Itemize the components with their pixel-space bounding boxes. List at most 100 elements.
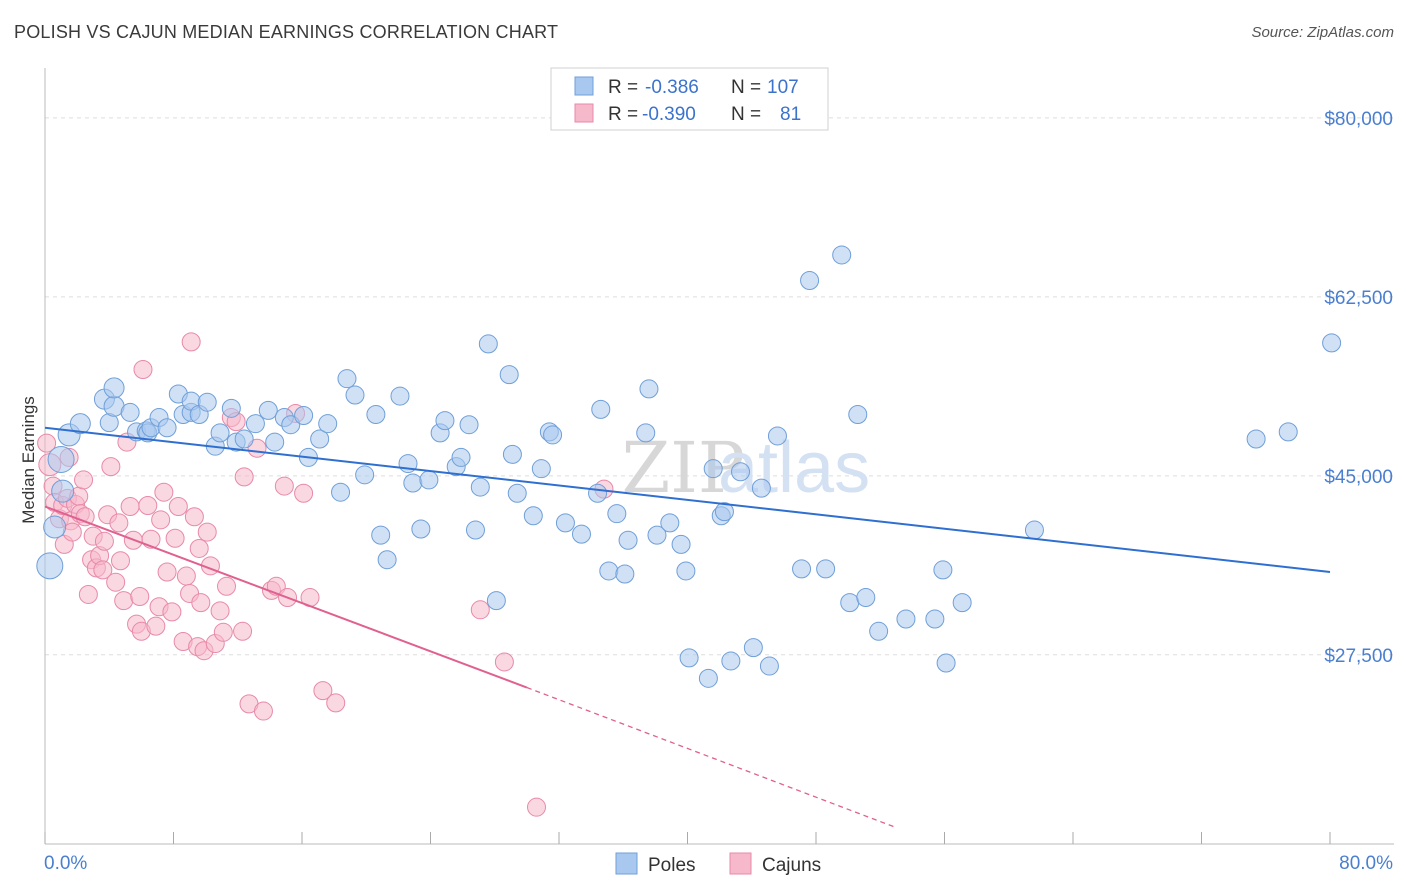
poles-point	[591, 399, 611, 419]
cajuns-point	[197, 522, 217, 542]
cajuns-point	[106, 572, 126, 592]
cajuns-point	[110, 551, 130, 571]
poles-point	[832, 245, 852, 265]
poles-point	[848, 404, 868, 424]
poles-point	[599, 561, 619, 581]
poles-point	[698, 668, 718, 688]
cajuns-point	[94, 531, 114, 551]
poles-point	[869, 621, 889, 641]
poles-point	[366, 404, 386, 424]
cajuns-point	[294, 483, 314, 503]
poles-point	[636, 423, 656, 443]
y-tick-label: $45,000	[1324, 467, 1393, 488]
cajuns-trend-extension	[526, 686, 897, 829]
cajuns-point	[210, 601, 230, 621]
poles-point	[792, 559, 812, 579]
poles-point	[751, 478, 771, 498]
legend-n-value-cajuns: 81	[780, 104, 801, 125]
gridlines	[45, 117, 1394, 656]
poles-point	[543, 425, 563, 445]
poles-point	[660, 513, 680, 533]
poles-point	[245, 414, 265, 434]
poles-point	[478, 334, 498, 354]
poles-point	[502, 444, 522, 464]
cajuns-point	[234, 467, 254, 487]
poles-point	[731, 462, 751, 482]
cajuns-point	[74, 470, 94, 490]
y-tick-label: $27,500	[1324, 646, 1393, 667]
cajuns-trend-line	[44, 505, 528, 689]
cajuns-point	[133, 359, 153, 379]
poles-point	[759, 656, 779, 676]
poles-point	[486, 591, 506, 611]
poles-point	[1278, 422, 1298, 442]
series-legend-label-poles: Poles	[648, 855, 696, 876]
poles-point	[157, 418, 177, 438]
poles-point	[856, 588, 876, 608]
poles-point	[507, 483, 527, 503]
poles-point	[767, 426, 787, 446]
poles-point	[451, 447, 471, 467]
cajuns-point	[233, 621, 253, 641]
poles-point	[607, 504, 627, 524]
poles-point	[523, 506, 543, 526]
poles-point	[337, 369, 357, 389]
poles-point	[896, 609, 916, 629]
poles-point	[840, 593, 860, 613]
poles-point	[1024, 520, 1044, 540]
poles-point	[671, 534, 691, 554]
poles-point	[618, 530, 638, 550]
cajuns-point	[253, 701, 273, 721]
cajuns-point	[101, 457, 121, 477]
poles-point	[318, 414, 338, 434]
cajuns-point	[191, 593, 211, 613]
cajuns-points-group	[37, 332, 614, 817]
cajuns-point	[470, 600, 490, 620]
cajuns-point	[274, 476, 294, 496]
cajuns-point	[168, 497, 188, 517]
legend-n-label-poles: N =	[731, 77, 761, 98]
poles-point	[531, 459, 551, 479]
cajuns-point	[109, 513, 129, 533]
poles-point	[371, 525, 391, 545]
cajuns-point	[165, 528, 185, 548]
poles-point	[1322, 333, 1342, 353]
poles-point	[714, 502, 734, 522]
y-axis-title: Median Earnings	[19, 396, 38, 524]
chart-title: POLISH VS CAJUN MEDIAN EARNINGS CORRELAT…	[14, 22, 559, 42]
cajuns-point	[184, 507, 204, 527]
poles-point	[265, 432, 285, 452]
poles-trend-line	[44, 426, 1331, 573]
poles-point	[310, 429, 330, 449]
legend-swatch-cajuns	[574, 103, 594, 123]
poles-point	[933, 560, 953, 580]
legend-r-label-poles: R =	[608, 77, 638, 98]
cajuns-point	[162, 602, 182, 622]
legend-n-value-poles: 107	[767, 77, 799, 98]
y-tick-label: $80,000	[1324, 109, 1393, 130]
poles-point	[36, 552, 64, 580]
series-legend-swatch-cajuns	[729, 852, 752, 875]
cajuns-point	[146, 616, 166, 636]
poles-point	[435, 411, 455, 431]
poles-point	[69, 413, 91, 435]
legend-r-value-cajuns: -0.390	[642, 104, 696, 125]
poles-point	[331, 482, 351, 502]
source-credit: Source: ZipAtlas.com	[1251, 24, 1394, 41]
poles-point	[281, 415, 301, 435]
poles-point	[647, 525, 667, 545]
poles-point	[465, 520, 485, 540]
poles-point	[571, 524, 591, 544]
poles-point	[936, 653, 956, 673]
x-tick-label: 80.0%	[1339, 853, 1393, 874]
legend-n-label-cajuns: N =	[731, 104, 761, 125]
poles-point	[639, 379, 659, 399]
cajuns-point	[78, 584, 98, 604]
series-legend: Poles Cajuns	[615, 852, 821, 876]
poles-point	[952, 593, 972, 613]
cajuns-point	[217, 576, 237, 596]
poles-point	[676, 561, 696, 581]
cajuns-point	[130, 587, 150, 607]
poles-point	[555, 513, 575, 533]
